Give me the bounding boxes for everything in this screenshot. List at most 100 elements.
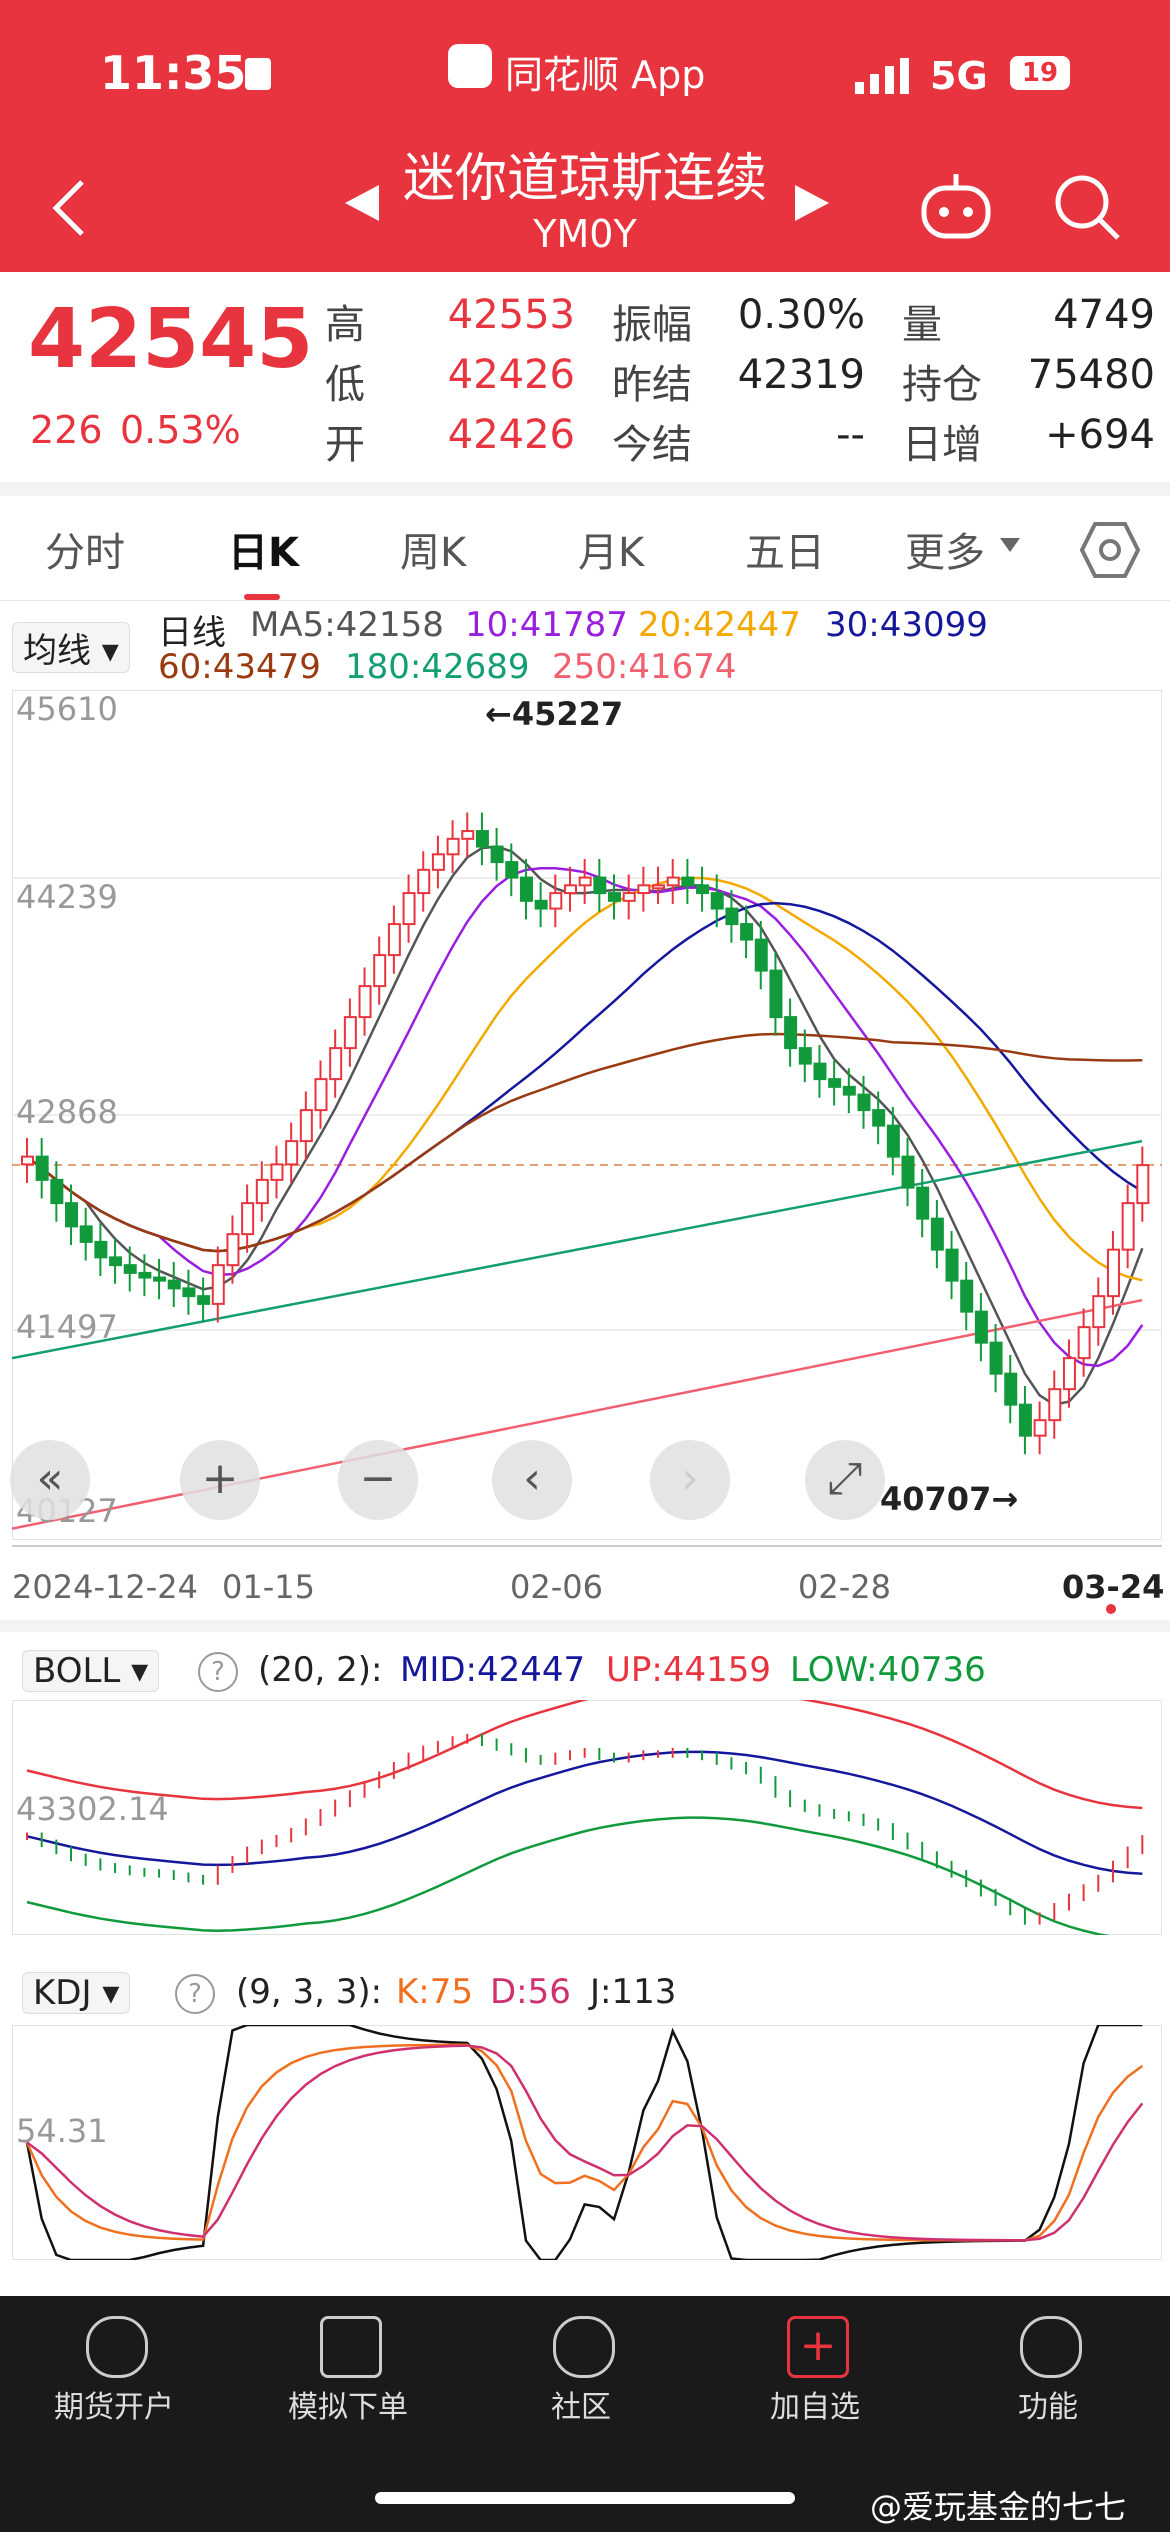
candle	[153, 1276, 167, 1282]
indicator-selector-kdj[interactable]: KDJ ▾	[22, 1972, 131, 2014]
tab-monthly-k[interactable]: 月K	[578, 530, 645, 576]
back-icon[interactable]	[50, 178, 90, 238]
candle	[725, 907, 739, 926]
network-type: 5G	[930, 54, 988, 98]
open-interest-value: 75480	[1027, 352, 1155, 398]
step-forward-button[interactable]: ›	[650, 1440, 730, 1520]
candle	[534, 899, 548, 910]
candle	[652, 884, 666, 890]
candlestick-chart[interactable]	[12, 690, 1162, 1540]
tab-daily-k[interactable]: 日K	[228, 530, 299, 576]
boll-axis-value: 43302.14	[16, 1790, 169, 1828]
open-value: 42426	[447, 412, 575, 458]
candle	[431, 853, 445, 871]
candle	[1136, 1164, 1150, 1205]
nav-add-watchlist[interactable]: 加自选	[770, 2390, 860, 2425]
kdj-d-line	[26, 2044, 1144, 2242]
candle	[94, 1240, 108, 1259]
ma60-line	[26, 1032, 1143, 1253]
ma20-line	[26, 876, 1143, 1282]
candle	[387, 923, 401, 957]
boll-lower-line	[26, 1816, 1111, 1935]
date-tick-4: 02-28	[798, 1568, 891, 1606]
candle	[666, 876, 680, 887]
candle	[358, 985, 372, 1019]
candle	[226, 1233, 240, 1267]
id-card-icon	[245, 58, 271, 90]
candle	[798, 1047, 812, 1065]
y-tick-2: 44239	[16, 878, 118, 916]
candle	[622, 892, 636, 902]
nav-community[interactable]: 社区	[551, 2390, 611, 2425]
volume-value: 4749	[1053, 292, 1155, 338]
kdj-help-icon[interactable]: ?	[175, 1974, 215, 2014]
open-label: 开	[325, 422, 365, 468]
date-tick-3: 02-06	[510, 1568, 603, 1606]
nav-open-account[interactable]: 期货开户	[54, 2390, 174, 2425]
today-settle-value: --	[836, 412, 865, 458]
chevron-down-icon	[1000, 538, 1020, 552]
prev-contract-icon[interactable]	[345, 185, 379, 221]
kdj-chart[interactable]	[12, 2025, 1162, 2260]
active-tab-indicator	[244, 594, 280, 600]
ma180-line	[12, 1139, 1143, 1360]
tab-five-day[interactable]: 五日	[745, 530, 825, 576]
settings-icon[interactable]	[1080, 520, 1140, 580]
candle	[857, 1093, 871, 1112]
candle	[79, 1225, 93, 1243]
step-back-button[interactable]: ‹	[492, 1440, 572, 1520]
candle	[21, 1155, 34, 1166]
tab-more[interactable]: 更多	[905, 530, 985, 576]
nav-functions[interactable]: 功能	[1018, 2390, 1078, 2425]
amplitude-value: 0.30%	[737, 292, 865, 338]
candle	[1121, 1202, 1135, 1251]
candle	[65, 1202, 79, 1228]
indicator-selector-boll[interactable]: BOLL ▾	[22, 1650, 160, 1692]
next-contract-icon[interactable]	[795, 185, 829, 221]
candle	[901, 1155, 915, 1189]
candle	[402, 892, 416, 926]
divider	[0, 1620, 1170, 1632]
boll-help-icon[interactable]: ?	[198, 1652, 238, 1692]
ma30-value: 30:43099	[825, 605, 988, 645]
zoom-in-button[interactable]: +	[180, 1440, 260, 1520]
candle	[740, 923, 754, 941]
search-icon[interactable]	[1052, 172, 1122, 242]
indicator-selector-ma[interactable]: 均线 ▾	[12, 622, 130, 673]
current-date-dot	[1106, 1604, 1116, 1614]
boll-chart[interactable]	[12, 1700, 1162, 1935]
candle	[446, 837, 460, 856]
candle	[842, 1085, 856, 1096]
price-change: 226	[30, 408, 103, 452]
ma5-value: MA5:42158	[250, 605, 444, 645]
candle	[138, 1271, 152, 1279]
nav-simulate-order[interactable]: 模拟下单	[288, 2390, 408, 2425]
candle	[769, 969, 783, 1019]
zoom-out-button[interactable]: −	[338, 1440, 418, 1520]
robot-assistant-icon[interactable]	[918, 170, 994, 240]
open-interest-label: 持仓	[902, 362, 982, 408]
date-axis-line	[12, 1545, 1162, 1559]
candle	[197, 1295, 211, 1305]
candle	[1106, 1248, 1120, 1298]
candle	[916, 1186, 930, 1220]
tab-weekly-k[interactable]: 周K	[400, 530, 467, 576]
candle	[1033, 1419, 1047, 1437]
candle	[241, 1202, 255, 1236]
boll-mid-line	[26, 1750, 1143, 1876]
candle	[872, 1109, 886, 1127]
kdj-params: (9, 3, 3):	[236, 1972, 383, 2012]
community-icon	[553, 2316, 615, 2378]
scroll-left-button[interactable]: «	[10, 1440, 90, 1520]
candle	[608, 892, 622, 902]
tab-intraday[interactable]: 分时	[45, 530, 125, 576]
candle	[886, 1124, 900, 1158]
high-value: 42553	[447, 292, 575, 338]
fullscreen-button[interactable]: ⤢	[805, 1440, 885, 1520]
date-tick-1: 2024-12-24	[12, 1568, 198, 1606]
candle	[182, 1287, 196, 1298]
candle	[314, 1078, 328, 1112]
status-app-name: 同花顺 App	[505, 53, 706, 97]
candle	[1092, 1295, 1106, 1329]
boll-selector-label: BOLL	[33, 1651, 121, 1691]
